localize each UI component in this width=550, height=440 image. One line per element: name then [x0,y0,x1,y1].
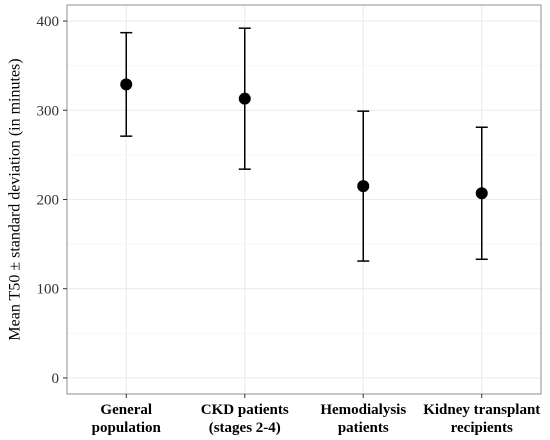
y-tick-label: 0 [52,371,60,387]
y-tick-label: 100 [37,282,60,298]
data-point [238,92,251,105]
x-category-label: General population [92,402,162,436]
y-tick-label: 400 [37,14,60,30]
y-axis-label: Mean T50 ± standard deviation (in minute… [7,58,24,340]
data-layer [120,27,488,262]
x-category-label: CKD patients (stages 2-4) [201,402,289,436]
axis-layer: 0 100 200 300 400 General population CKD patien… [37,14,541,436]
data-point [120,78,133,91]
y-tick-label: 200 [37,193,60,209]
y-tick-label: 300 [37,103,60,119]
data-point [357,180,370,193]
data-point [475,187,488,200]
x-category-label: Kidney transplant recipients [423,402,540,436]
grid-layer [67,5,541,394]
x-category-label: Hemodialysis patients [320,402,406,436]
